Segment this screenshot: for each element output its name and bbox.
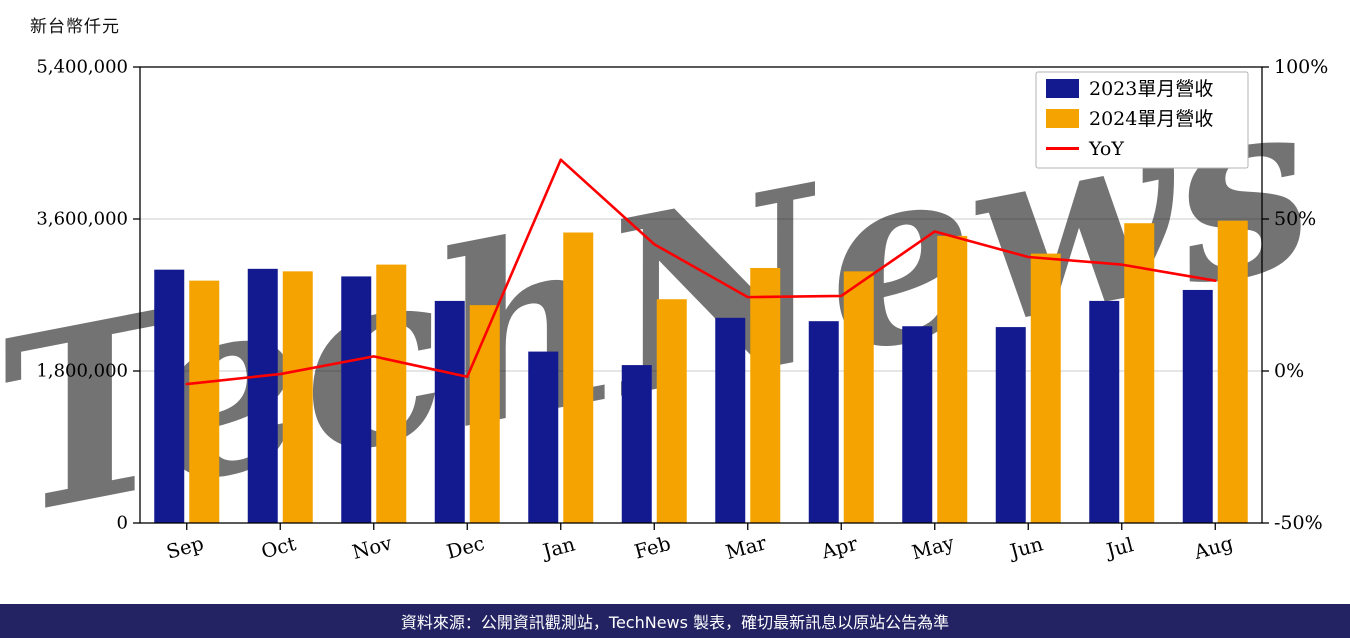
x-axis: Sep Oct Nov Dec Jan Feb Mar Apr May Jun Jul Aug <box>164 523 1235 564</box>
x-axis-tick-label: Feb <box>632 532 673 564</box>
revenue-chart-svg: TechNews01,800,0003,600,0005,400,000-50%… <box>0 41 1333 568</box>
x-axis-tick-label: Mar <box>723 531 769 564</box>
bar <box>563 232 594 523</box>
left-axis-tick-label: 0 <box>117 513 128 534</box>
bar <box>434 300 465 523</box>
x-axis-tick-label: Jun <box>1006 532 1046 563</box>
source-footer: 資料來源：公開資訊觀測站，TechNews 製表，確切最新訊息以原站公告為準 <box>0 604 1350 638</box>
x-axis-tick-label: Nov <box>350 531 394 564</box>
bar <box>247 268 278 523</box>
bar <box>154 269 185 523</box>
x-axis-tick-label: Aug <box>1191 532 1236 565</box>
left-axis-tick-label: 5,400,000 <box>36 57 128 78</box>
bar <box>528 351 559 523</box>
bar <box>1217 220 1248 523</box>
right-axis-tick-label: 50% <box>1274 208 1316 230</box>
right-axis-tick-label: 100% <box>1274 56 1328 78</box>
legend-label: 2024單月營收 <box>1089 108 1213 130</box>
bar <box>750 267 781 523</box>
bar <box>621 365 652 523</box>
legend-swatch <box>1046 79 1079 98</box>
left-axis-tick-label: 1,800,000 <box>36 361 128 382</box>
source-footer-text: 資料來源：公開資訊觀測站，TechNews 製表，確切最新訊息以原站公告為準 <box>400 613 950 632</box>
plot-frame <box>139 66 1263 524</box>
yoy-line <box>185 158 1217 386</box>
right-axis-tick-label: -50% <box>1274 512 1323 534</box>
bar <box>656 299 687 523</box>
right-axis-tick-label: 0% <box>1274 360 1304 382</box>
bar-series-1 <box>154 268 1213 523</box>
bar <box>715 317 746 523</box>
left-axis: 0 1,800,000 3,600,000 5,400,000 <box>36 57 140 534</box>
x-axis-tick-label: Apr <box>818 532 860 564</box>
gridlines <box>140 218 1262 372</box>
bar <box>937 235 968 523</box>
bar <box>376 264 407 523</box>
bar <box>1124 223 1155 523</box>
bar <box>995 327 1026 523</box>
bar <box>469 305 500 523</box>
x-axis-tick-label: Jan <box>539 532 578 563</box>
x-axis-tick-label: Dec <box>444 532 487 564</box>
legend-swatch <box>1046 109 1079 128</box>
bar-series-2 <box>189 220 1248 523</box>
x-axis-tick-label: Oct <box>259 532 299 563</box>
legend-box <box>1035 71 1249 169</box>
bar <box>902 326 933 523</box>
bar <box>843 271 874 523</box>
bar <box>1182 289 1213 523</box>
bar <box>1089 300 1120 523</box>
bar <box>808 321 839 523</box>
bar <box>341 276 372 523</box>
x-axis-tick-label: May <box>910 531 957 564</box>
legend-label: YoY <box>1088 138 1124 160</box>
left-axis-tick-label: 3,600,000 <box>36 209 128 230</box>
legend-label: 2023單月營收 <box>1089 78 1213 100</box>
legend: 2023單月營收 2024單月營收 YoY <box>1035 71 1249 169</box>
bar <box>189 280 220 523</box>
x-axis-tick-label: Jul <box>1102 533 1136 563</box>
bar <box>1030 253 1061 523</box>
y-axis-unit-label: 新台幣仟元 <box>30 17 120 37</box>
right-axis: -50% 0% 50% 100% <box>1262 56 1328 534</box>
bar <box>282 271 313 523</box>
